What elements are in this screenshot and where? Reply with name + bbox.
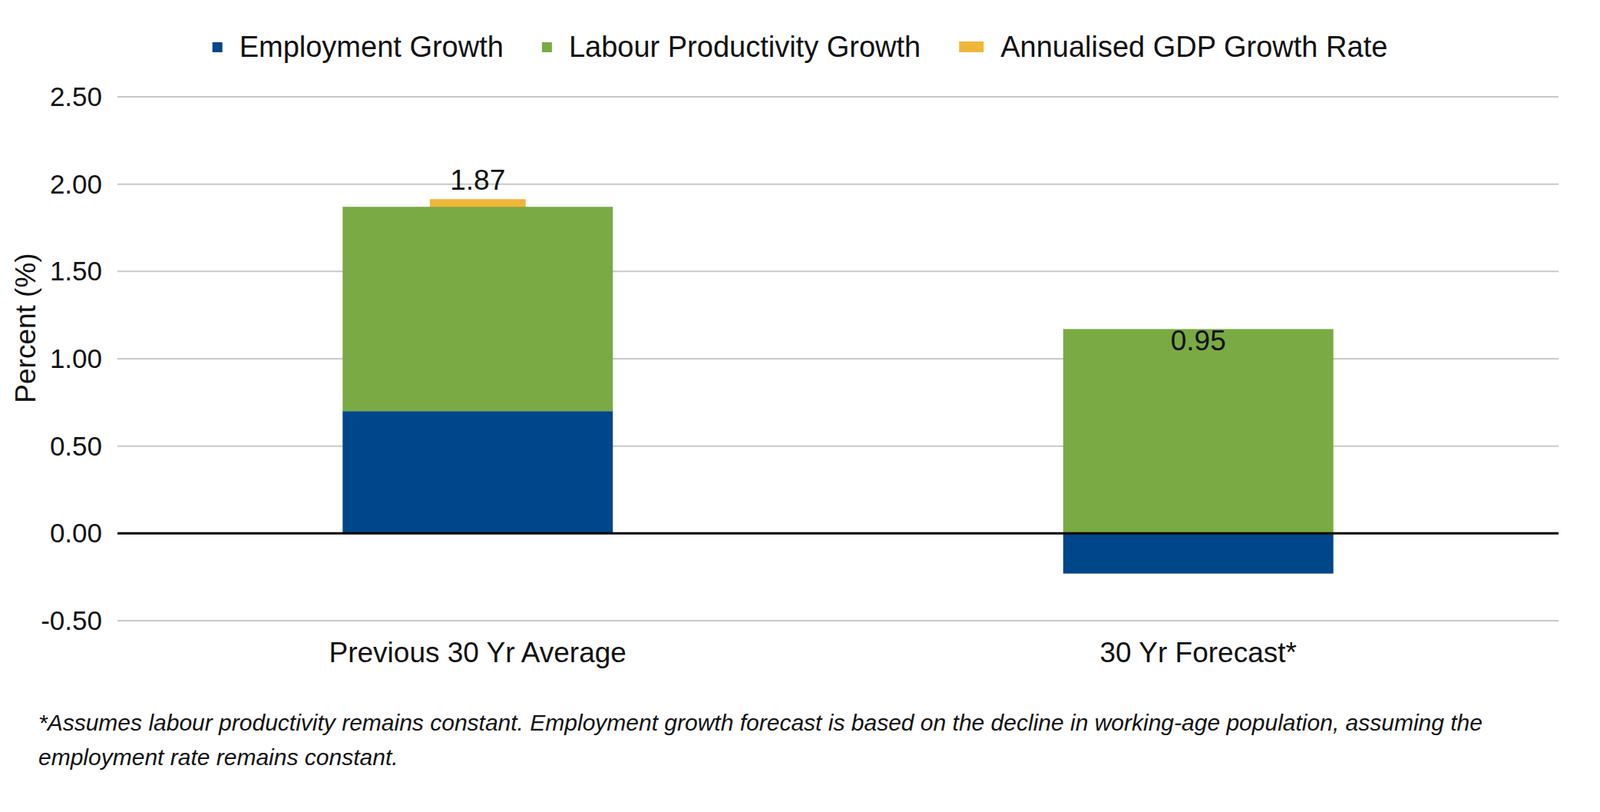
bar-segment xyxy=(342,410,613,533)
bar-segment xyxy=(1063,532,1334,573)
y-axis-label: Percent (%) xyxy=(9,252,42,403)
legend-label: Annualised GDP Growth Rate xyxy=(1000,30,1388,63)
y-tick-label: 0.50 xyxy=(49,430,103,461)
grid-line xyxy=(117,357,1559,360)
grid-line xyxy=(117,619,1559,622)
grid-line xyxy=(117,183,1559,186)
legend-label: Labour Productivity Growth xyxy=(568,30,921,63)
legend: Employment Growth Labour Productivity Gro… xyxy=(212,30,1389,63)
legend-key xyxy=(958,41,984,53)
zero-line xyxy=(117,532,1559,535)
legend-key xyxy=(542,42,553,53)
footnote: *Assumes labour productivity remains con… xyxy=(38,704,1567,774)
x-tick-label: Previous 30 Yr Average xyxy=(329,636,627,668)
grid-line xyxy=(117,445,1559,447)
y-tick-label: 2.00 xyxy=(49,168,103,199)
y-tick-label: 0.00 xyxy=(49,517,103,548)
y-tick-label: 1.00 xyxy=(49,343,103,374)
grid-line xyxy=(117,270,1559,272)
legend-key xyxy=(212,42,223,53)
y-tick-label: -0.50 xyxy=(40,604,103,635)
legend-label: Employment Growth xyxy=(239,30,504,63)
bar-segment xyxy=(342,206,613,411)
y-tick-label: 1.50 xyxy=(49,255,103,286)
data-label: 0.95 xyxy=(1170,324,1227,357)
chart: -0.50 0.00 0.50 1.00 1.50 2.00 2.50 1.87 0.95 Pre… xyxy=(0,0,1600,812)
grid-line xyxy=(117,95,1559,98)
y-tick-label: 2.50 xyxy=(49,81,103,112)
data-label: 1.87 xyxy=(449,164,506,196)
bar-segment xyxy=(1063,328,1334,533)
x-tick-label: 30 Yr Forecast* xyxy=(1100,636,1297,668)
